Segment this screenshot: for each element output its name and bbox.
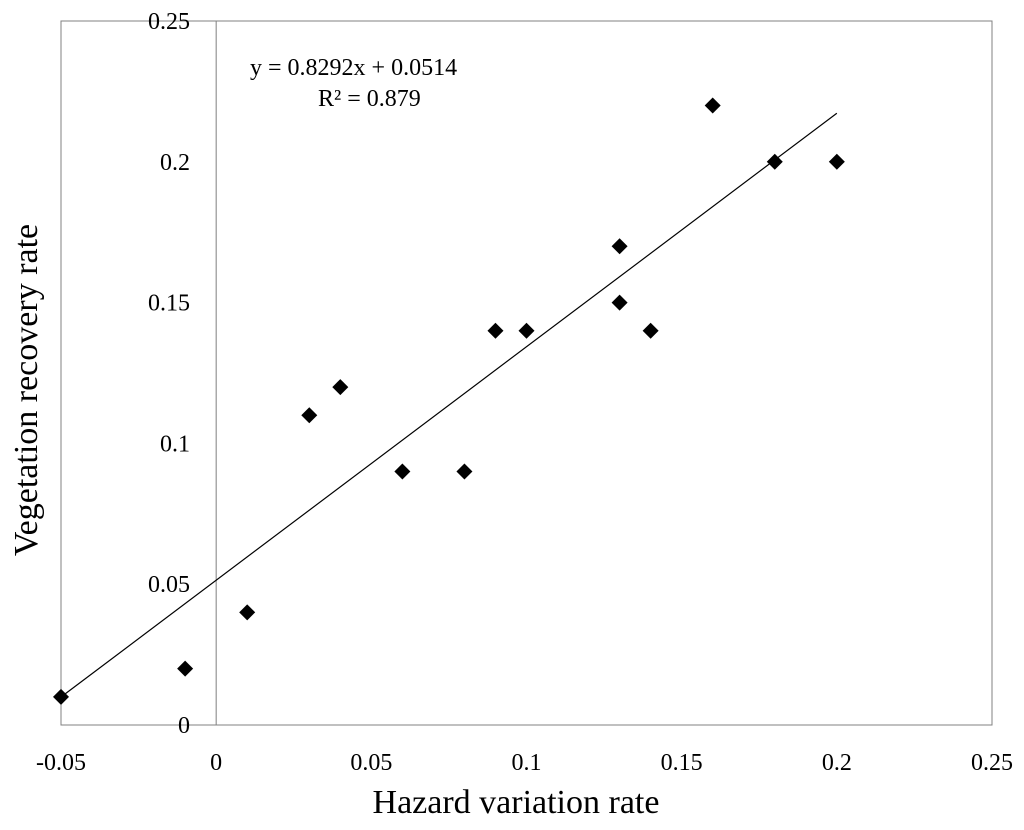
y-axis-title: Vegetation recovery rate (8, 224, 45, 556)
x-tick-label: 0.2 (822, 750, 852, 776)
x-tick-label: 0 (210, 750, 222, 776)
trendline-equation: y = 0.8292x + 0.0514 (250, 55, 457, 81)
data-point (239, 604, 256, 621)
data-point (611, 294, 628, 311)
y-tick-label: 0.15 (148, 291, 190, 317)
y-tick-label: 0.05 (148, 572, 190, 598)
plot-area-frame (60, 20, 993, 726)
x-tick-label: 0.15 (661, 750, 703, 776)
data-point (766, 153, 783, 170)
data-point (642, 322, 659, 339)
x-tick-label: 0.25 (971, 750, 1013, 776)
data-point (704, 97, 721, 114)
trendline (60, 112, 838, 698)
data-point (394, 463, 411, 480)
data-point (611, 238, 628, 255)
data-point (177, 660, 194, 677)
r-squared-label: R² = 0.879 (318, 86, 421, 112)
data-point (301, 407, 318, 424)
y-tick-label: 0.2 (160, 150, 190, 176)
data-point (487, 322, 504, 339)
x-tick-label: 0.05 (350, 750, 392, 776)
x-tick-label: -0.05 (36, 750, 86, 776)
x-axis-title: Hazard variation rate (373, 784, 660, 821)
data-point (332, 379, 349, 396)
x-tick-label: 0.1 (512, 750, 542, 776)
data-point (828, 153, 845, 170)
y-tick-label: 0 (178, 713, 190, 739)
data-point (456, 463, 473, 480)
y-tick-label: 0.25 (148, 9, 190, 35)
data-point (518, 322, 535, 339)
y-tick-label: 0.1 (160, 431, 190, 457)
data-point (53, 688, 69, 705)
